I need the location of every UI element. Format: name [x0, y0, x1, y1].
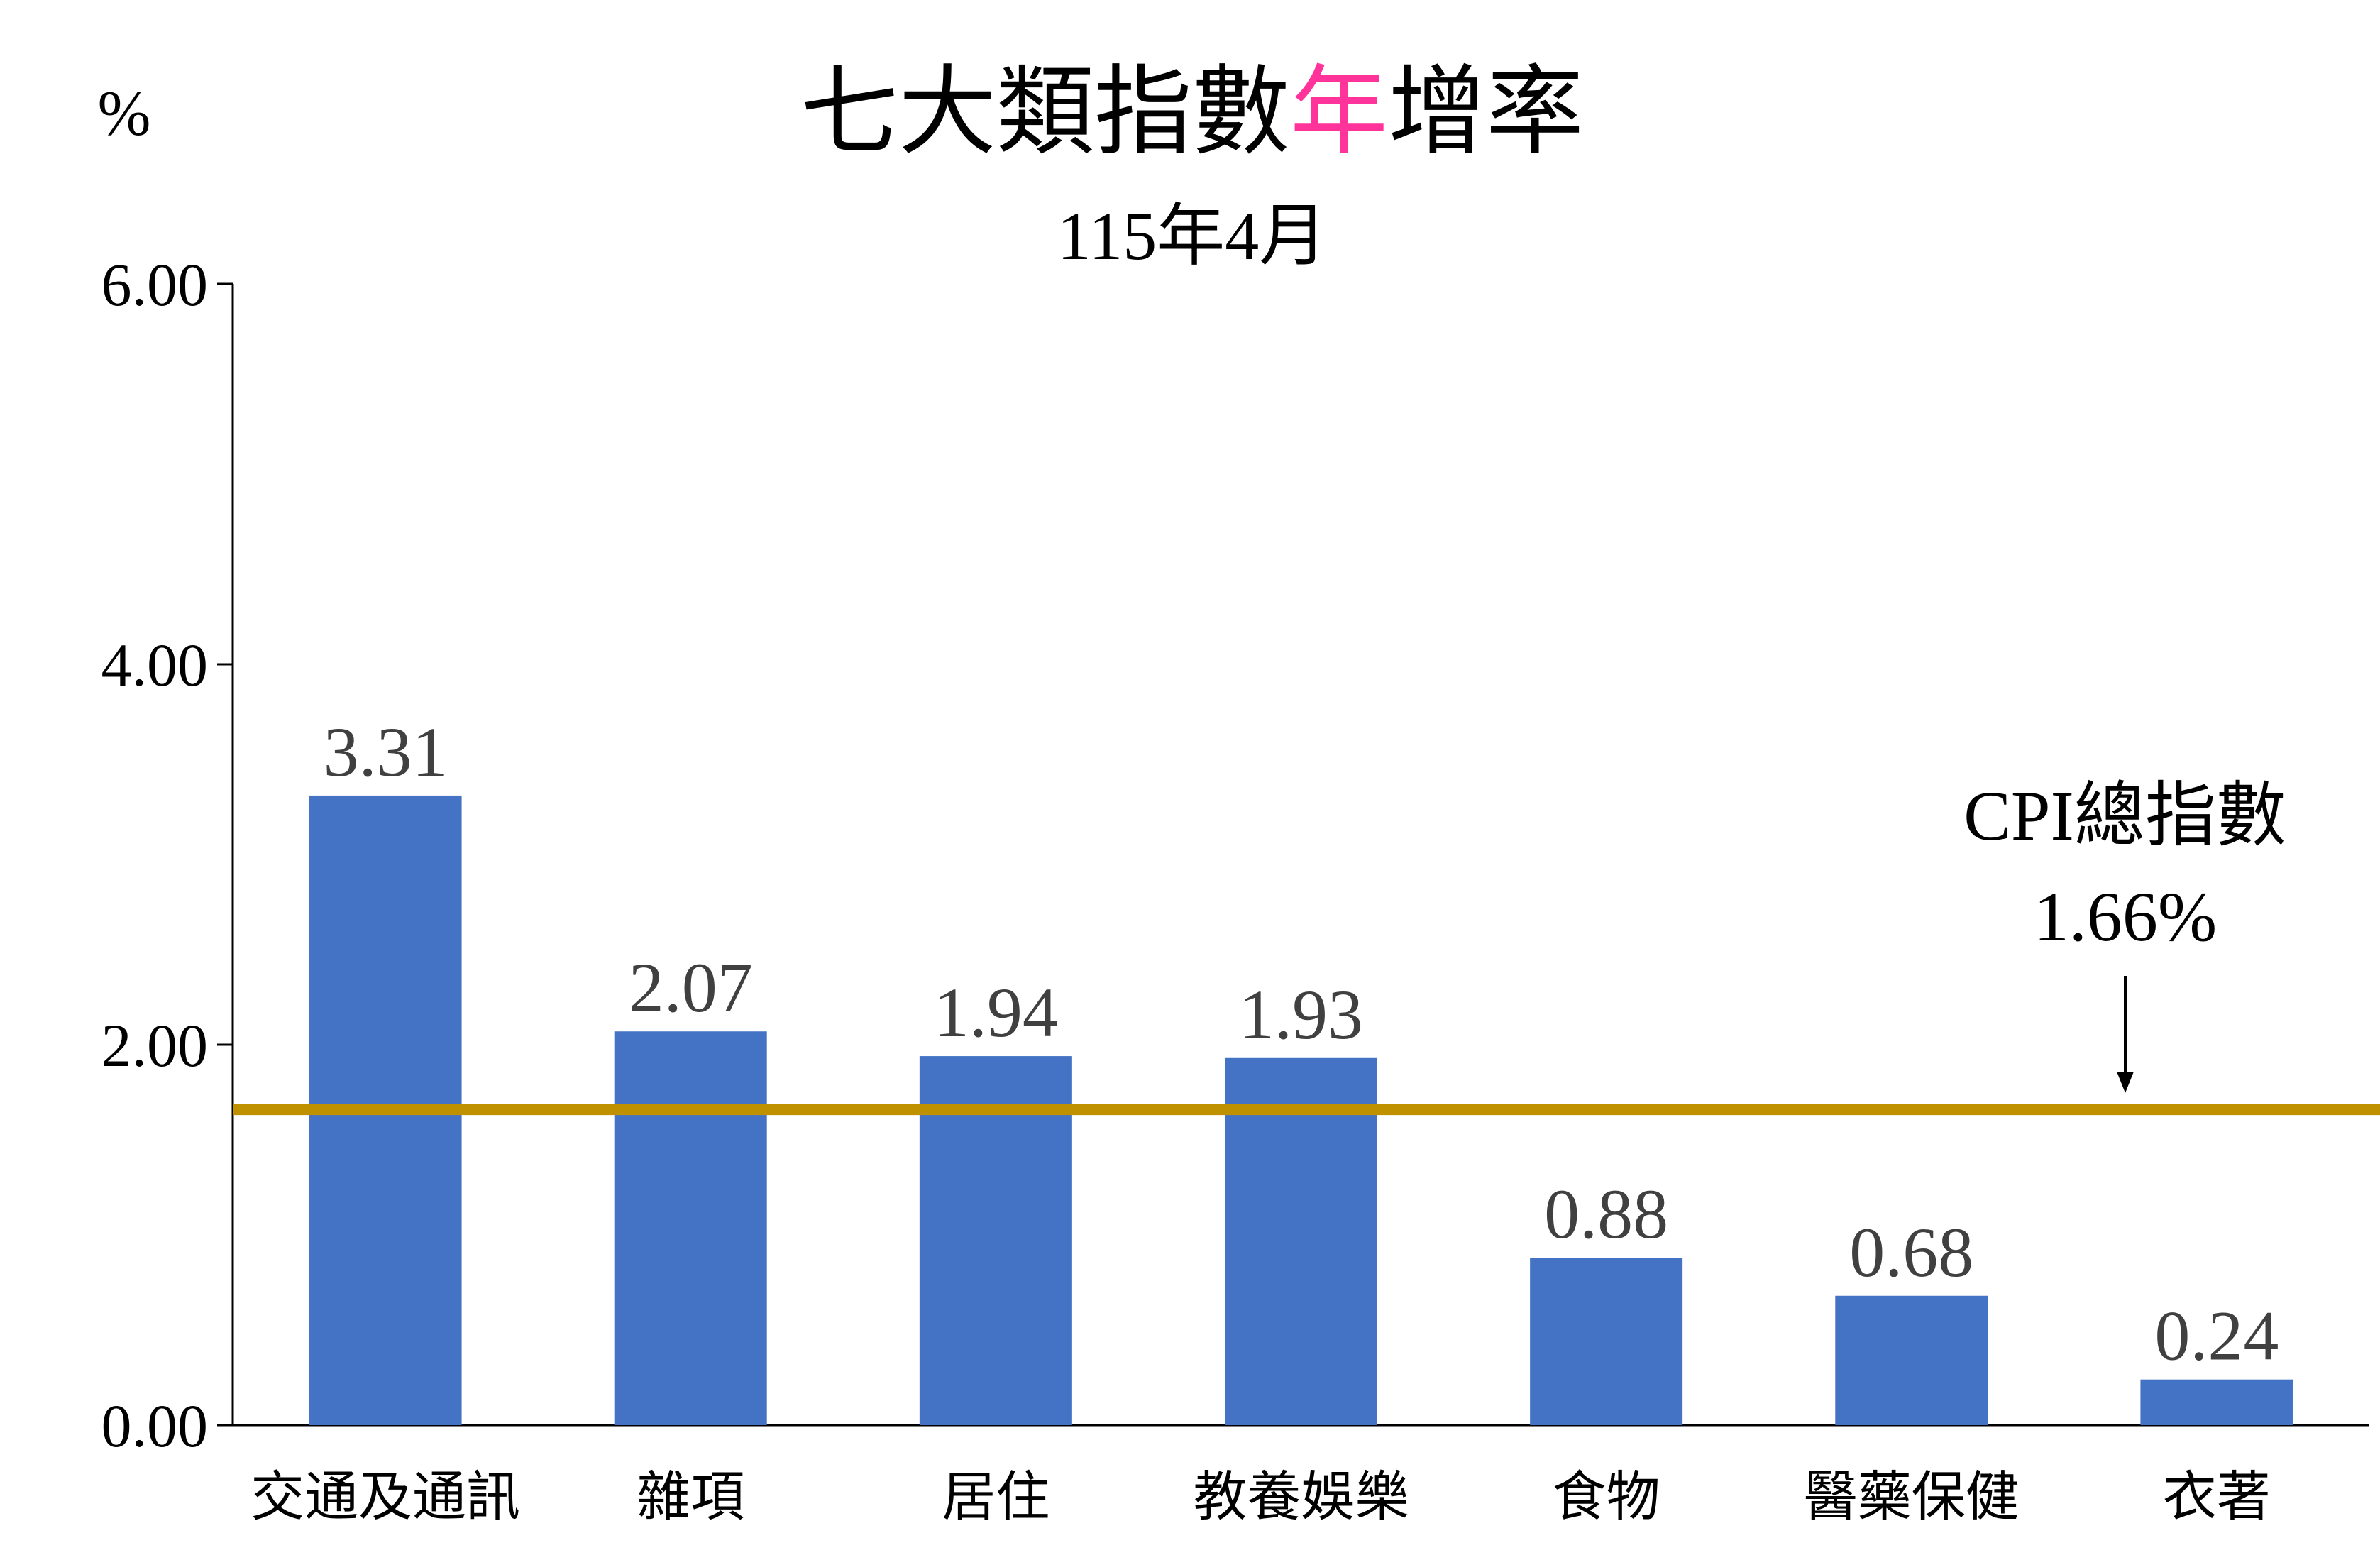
x-category-label: 教養娛樂: [1194, 1468, 1409, 1527]
cpi-reference-label-line2: 1.66%: [2034, 877, 2217, 956]
bar: [1835, 1295, 1988, 1425]
y-tick-label: 2.00: [101, 1011, 209, 1079]
chart-subtitle: 115年4月: [1057, 198, 1327, 274]
bar-value-label: 1.93: [1239, 975, 1363, 1054]
cpi-arrow-head: [2117, 1072, 2134, 1093]
y-tick-label: 0.00: [101, 1392, 209, 1460]
x-category-label: 雜項: [637, 1468, 744, 1527]
bar-value-label: 3.31: [324, 713, 448, 791]
bar: [1225, 1057, 1377, 1425]
cpi-reference-group: CPI總指數 1.66%: [233, 776, 2380, 1116]
bar: [614, 1031, 767, 1425]
x-category-label: 交通及通訊: [250, 1468, 520, 1527]
cpi-reference-label-line1: CPI總指數: [1963, 776, 2287, 855]
x-category-label: 食物: [1553, 1468, 1660, 1527]
chart-title: 七大類指數年增率: [800, 58, 1584, 167]
bar-value-label: 2.07: [629, 948, 753, 1027]
y-tick-label: 4.00: [101, 631, 209, 699]
x-category-label: 居住: [942, 1468, 1049, 1527]
x-category-label: 衣著: [2163, 1468, 2271, 1527]
bar: [2140, 1379, 2293, 1425]
bar-value-label: 1.94: [934, 973, 1058, 1052]
bar: [1530, 1258, 1683, 1425]
title-part-highlight: 年: [1290, 58, 1388, 167]
x-category-label: 醫藥保健: [1804, 1468, 2020, 1527]
y-tick-label: 6.00: [101, 251, 209, 319]
bar-value-label: 0.88: [1544, 1175, 1668, 1253]
bars-group: 3.31 交通及通訊 2.07 雜項 1.94 居住 1.93 教養娛樂 0.88 食物 0.68 醫…: [250, 713, 2293, 1527]
title-part-1: 七大類指數: [800, 58, 1290, 167]
y-axis-ticks: 0.00 2.00 4.00 6.00: [101, 251, 233, 1460]
y-axis-unit-label: %: [98, 79, 151, 149]
bar-value-label: 0.24: [2154, 1297, 2279, 1375]
title-part-3: 增率: [1388, 58, 1584, 167]
bar: [919, 1056, 1072, 1425]
bar-value-label: 0.68: [1849, 1213, 1973, 1292]
